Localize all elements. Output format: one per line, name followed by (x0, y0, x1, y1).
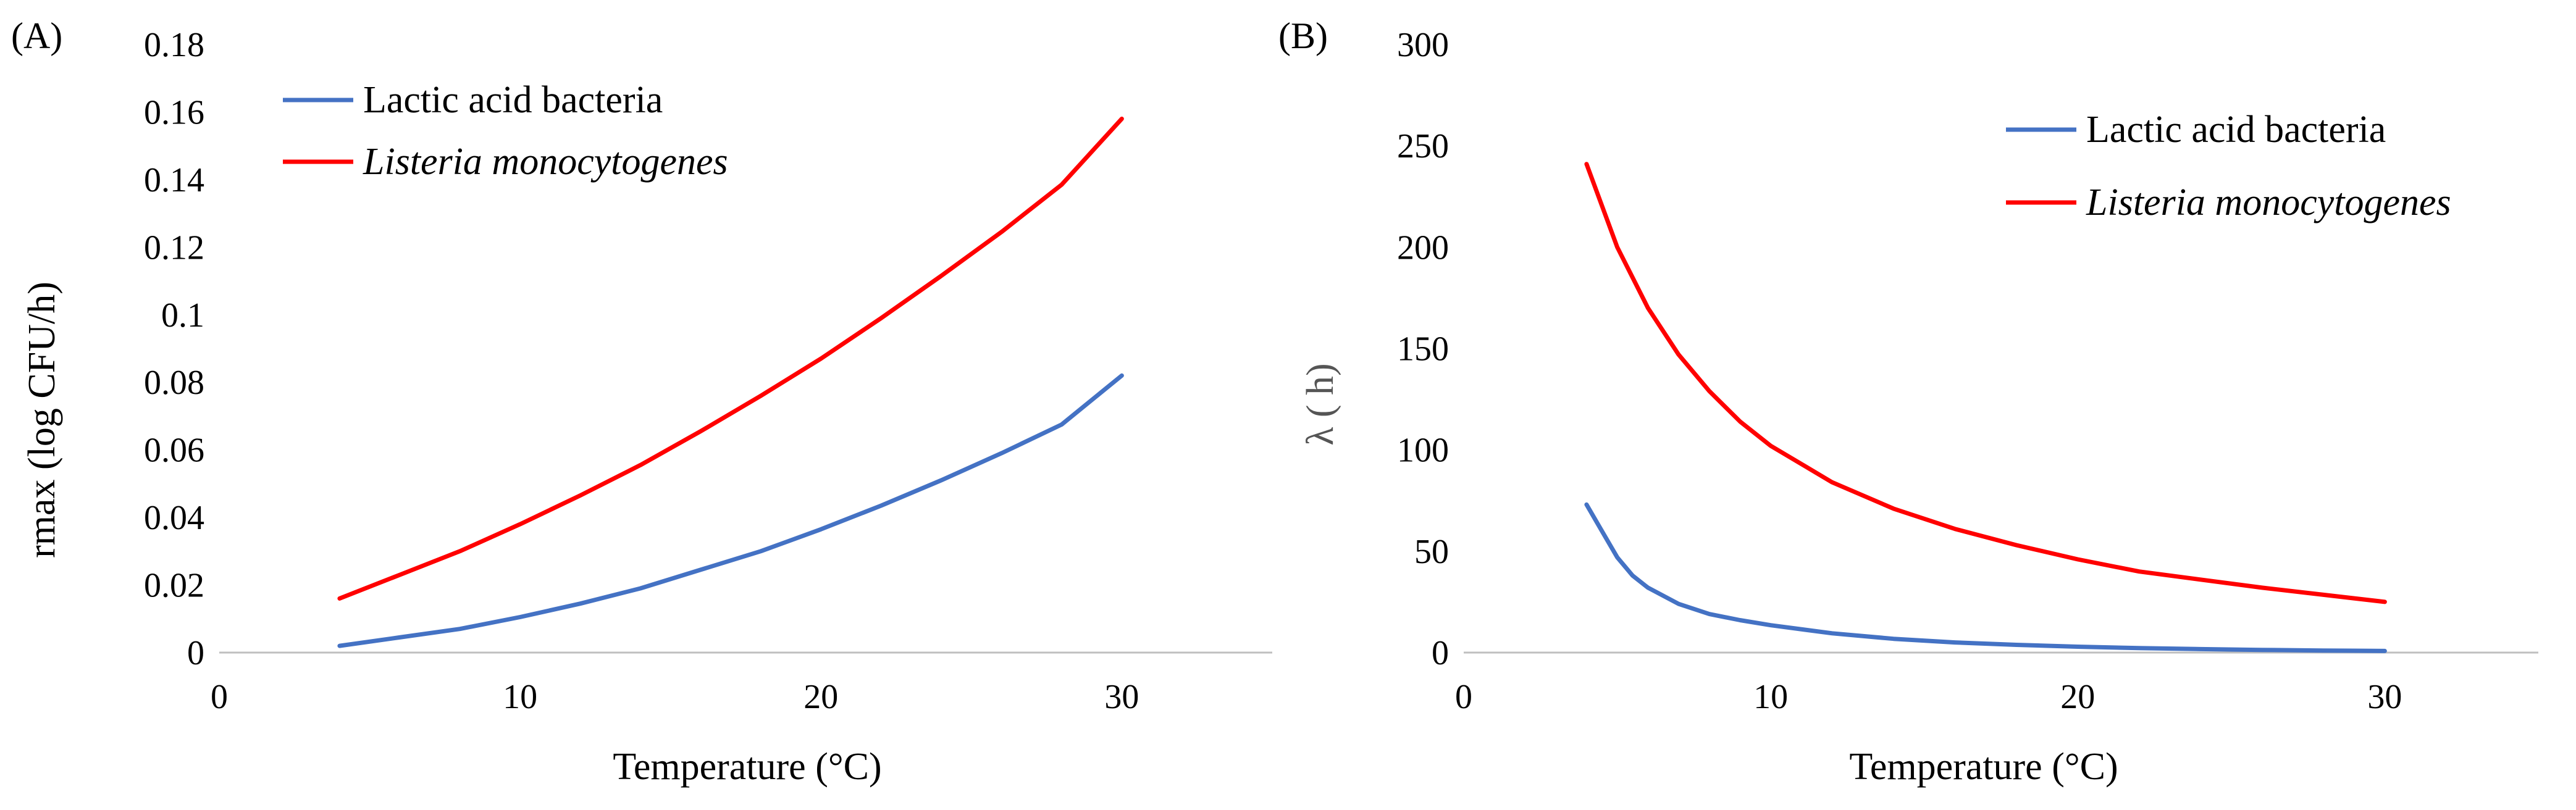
y-tick-label: 0 (1432, 634, 1449, 672)
panel-a-x-ticks: 0 10 20 30 (211, 678, 1139, 716)
x-tick-label: 10 (503, 678, 537, 716)
y-tick-label: 300 (1397, 26, 1449, 64)
x-tick-label: 30 (2367, 678, 2402, 716)
series-line-lactic-acid-bacteria (337, 373, 1124, 648)
legend-label-listeria-monocytogenes: Listeria monocytogenes (363, 141, 728, 183)
y-tick-label: 0.08 (144, 364, 204, 402)
x-tick-label: 0 (211, 678, 228, 716)
y-tick-label: 0.04 (144, 499, 204, 537)
panel-b-label: (B) (1278, 15, 1328, 56)
panel-a-x-axis-title: Temperature (°C) (613, 746, 881, 788)
x-tick-label: 0 (1455, 678, 1472, 716)
panel-b-series (1584, 162, 2387, 653)
x-tick-label: 20 (803, 678, 838, 716)
y-tick-label: 0.06 (144, 432, 204, 470)
legend-label-lactic-acid-bacteria: Lactic acid bacteria (2086, 109, 2386, 151)
legend-label-lactic-acid-bacteria: Lactic acid bacteria (363, 79, 663, 121)
panel-b-x-ticks: 0 10 20 30 (1455, 678, 2402, 716)
y-tick-label: 0 (187, 634, 204, 672)
panel-b: (B) 0 50 100 150 200 250 300 0 10 20 30 Temperatu… (1278, 15, 2538, 788)
x-tick-label: 30 (1104, 678, 1139, 716)
panel-a-series (337, 116, 1124, 648)
y-tick-label: 0.1 (161, 296, 204, 335)
x-tick-label: 10 (1753, 678, 1788, 716)
panel-a-y-axis-title: rmax (log CFU/h) (21, 282, 63, 558)
legend-label-listeria-monocytogenes: Listeria monocytogenes (2086, 182, 2451, 223)
series-line-listeria-monocytogenes (1584, 162, 2387, 604)
y-tick-label: 0.12 (144, 228, 204, 267)
y-tick-label: 0.16 (144, 93, 204, 132)
x-tick-label: 20 (2060, 678, 2095, 716)
panel-a-legend: Lactic acid bacteria Listeria monocytoge… (283, 79, 728, 183)
y-tick-label: 0.02 (144, 567, 204, 605)
y-tick-label: 150 (1397, 330, 1449, 369)
series-line-listeria-monocytogenes (337, 116, 1124, 601)
y-tick-label: 250 (1397, 127, 1449, 165)
series-line-lactic-acid-bacteria (1584, 502, 2387, 653)
y-tick-label: 0.14 (144, 161, 204, 199)
panel-b-x-axis-title: Temperature (°C) (1849, 746, 2118, 788)
panel-a: (A) 0 0.02 0.04 0.06 0.08 0.1 0.12 0.14 0.16 0.18… (11, 15, 1272, 788)
panel-a-label: (A) (11, 15, 62, 56)
panel-b-y-ticks: 0 50 100 150 200 250 300 (1397, 26, 1449, 672)
y-tick-label: 200 (1397, 228, 1449, 267)
y-tick-label: 50 (1414, 533, 1449, 571)
y-tick-label: 100 (1397, 432, 1449, 470)
panel-b-y-axis-title: λ ( h) (1299, 363, 1341, 445)
y-tick-label: 0.18 (144, 26, 204, 64)
panel-a-y-ticks: 0 0.02 0.04 0.06 0.08 0.1 0.12 0.14 0.16 0.18 (144, 26, 204, 672)
panel-b-legend: Lactic acid bacteria Listeria monocytoge… (2006, 109, 2451, 223)
